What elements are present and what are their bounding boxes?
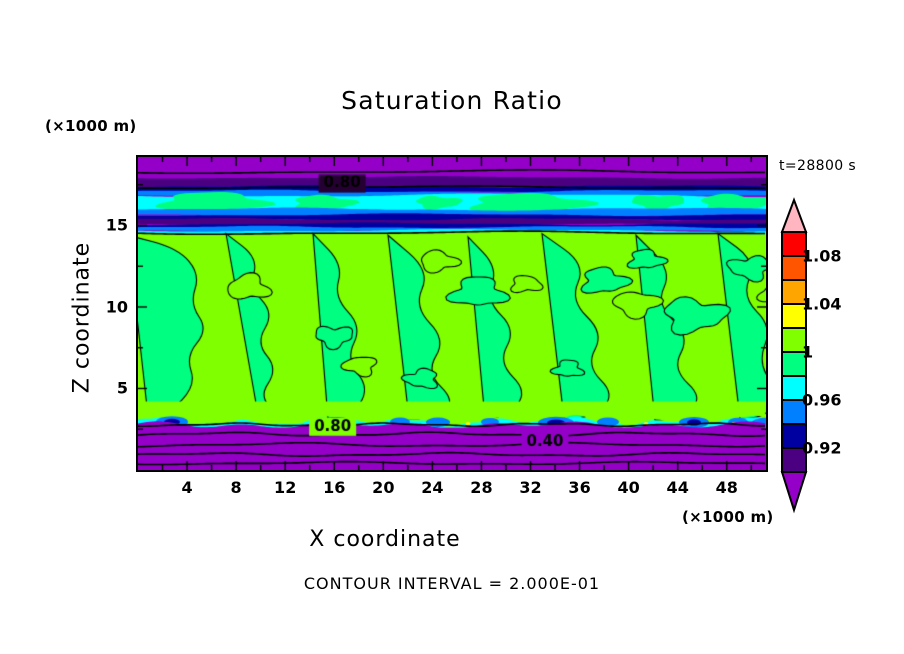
contour-plot-area[interactable]: [136, 155, 768, 472]
x-tick-label-32: 32: [519, 478, 542, 497]
y-axis-units-label: (×1000 m): [45, 117, 137, 135]
colorbar-swatches: [780, 197, 808, 514]
x-tick-label-40: 40: [617, 478, 640, 497]
colorbar-tick-label-1.08: 1.08: [802, 246, 842, 266]
colorbar-tick-label-0.96: 0.96: [802, 390, 842, 410]
page-title: Saturation Ratio: [341, 86, 563, 115]
colorbar-over-arrow: [780, 197, 808, 233]
y-axis-title: Z coordinate: [69, 241, 95, 394]
colorbar-tick-label-0.92: 0.92: [802, 438, 842, 458]
x-axis-title: X coordinate: [309, 527, 461, 552]
colorbar-under-arrow: [780, 471, 808, 514]
colorbar-band-2: [781, 279, 807, 305]
colorbar-units-label: (×1000 m): [682, 508, 774, 526]
colorbar-band-4: [781, 327, 807, 353]
x-tick-label-20: 20: [372, 478, 395, 497]
colorbar-tick-label-1: 1: [802, 342, 814, 362]
time-stamp-label: t=28800 s: [779, 158, 857, 174]
x-tick-label-48: 48: [715, 478, 738, 497]
colorbar-tick-label-1.04: 1.04: [802, 294, 842, 314]
x-tick-label-28: 28: [470, 478, 493, 497]
contour-field-canvas: [138, 157, 766, 470]
colorbar[interactable]: 1.08 1.04 1 0.96 0.92: [760, 195, 900, 525]
x-tick-label-24: 24: [421, 478, 444, 497]
x-tick-label-16: 16: [323, 478, 346, 497]
colorbar-band-3: [781, 303, 807, 329]
colorbar-band-6: [781, 375, 807, 401]
colorbar-band-0: [781, 231, 807, 257]
y-tick-label-15: 15: [105, 215, 128, 235]
y-tick-label-10: 10: [105, 297, 128, 317]
x-tick-label-12: 12: [274, 478, 297, 497]
contour-interval-caption: CONTOUR INTERVAL = 2.000E-01: [303, 574, 601, 593]
x-tick-label-36: 36: [568, 478, 591, 497]
x-tick-label-44: 44: [666, 478, 689, 497]
x-tick-label-4: 4: [181, 478, 193, 497]
y-tick-label-5: 5: [116, 378, 128, 398]
x-tick-label-8: 8: [230, 478, 242, 497]
